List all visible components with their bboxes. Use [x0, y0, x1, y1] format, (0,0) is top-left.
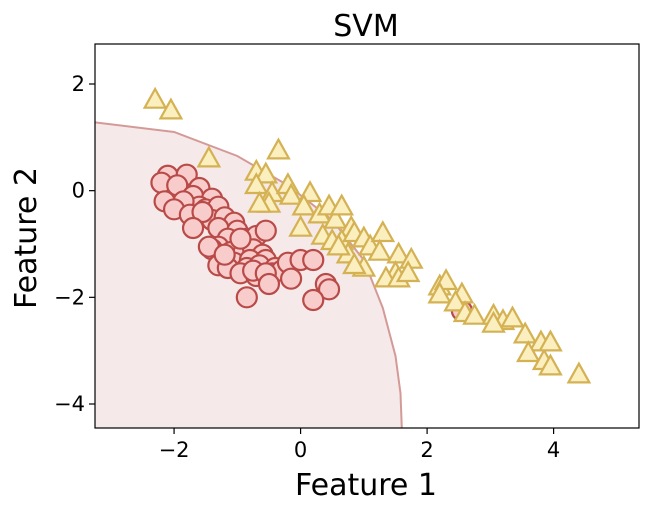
class-triangle-point-17: [329, 193, 355, 216]
class-triangle-point-33: [342, 252, 367, 275]
class-triangle-point-37: [395, 260, 421, 283]
y-tick-label: −4: [54, 392, 85, 416]
class-triangle-point-29: [367, 238, 392, 261]
class-circle-point-25: [254, 219, 277, 242]
chart-title: SVM: [333, 9, 398, 44]
class-triangle-point-19: [288, 214, 313, 237]
class-triangle-point-5: [253, 161, 279, 184]
y-axis-label: Feature 2: [9, 167, 44, 309]
x-tick-label: 4: [547, 438, 560, 462]
class-triangle-point-42: [443, 289, 468, 312]
class-triangle-point-53: [538, 353, 563, 376]
class-triangle-point-54: [538, 329, 563, 352]
class-triangle-point-6: [243, 172, 269, 195]
class-circle-point-59: [213, 243, 236, 266]
class-triangle-point-13: [291, 193, 317, 216]
x-tick-label: 2: [420, 438, 433, 462]
class-triangle-point-30: [386, 241, 411, 264]
class-triangle-point-0: [142, 86, 168, 109]
class-circle-point-49: [302, 248, 325, 272]
x-tick-label: 0: [294, 438, 307, 462]
class-triangle-point-51: [515, 340, 541, 363]
class-circle-point-53: [317, 278, 341, 301]
y-tick-label: 2: [72, 72, 85, 96]
class-circle-point-19: [181, 216, 205, 240]
class-triangle-point-44: [462, 302, 487, 325]
class-circle-point-58: [229, 227, 252, 250]
class-triangle-point-10: [247, 190, 272, 213]
class-triangle-point-11: [278, 182, 304, 205]
class-circle-point-50: [279, 267, 303, 290]
class-circle-point-15: [191, 200, 214, 224]
class-triangle-point-26: [326, 233, 351, 256]
class-triangle-point-55: [566, 361, 592, 384]
class-triangle-point-1: [158, 97, 184, 120]
plot-area: [95, 86, 592, 428]
class-circle-point-55: [302, 288, 325, 312]
class-circle-point-54: [235, 286, 258, 309]
x-tick-label: −2: [159, 438, 190, 462]
class-triangle-point-48: [481, 310, 506, 333]
class-circle-point-51: [257, 272, 281, 296]
axis-ticks: −2 0 2 4 2 0 −2 −4: [54, 72, 560, 462]
class-triangle-point-3: [266, 137, 291, 160]
class-triangle-point-16: [323, 206, 348, 229]
class-triangle-point-40: [427, 281, 453, 304]
x-axis-label: Feature 1: [295, 468, 437, 503]
class-triangle-point-49: [512, 321, 538, 344]
class-triangle-point-2: [196, 145, 222, 168]
class-triangle-point-28: [370, 220, 396, 243]
class-triangle-point-47: [500, 305, 525, 328]
y-tick-label: −2: [54, 285, 85, 309]
plot-frame: [94, 43, 640, 429]
y-tick-label: 0: [72, 179, 85, 203]
